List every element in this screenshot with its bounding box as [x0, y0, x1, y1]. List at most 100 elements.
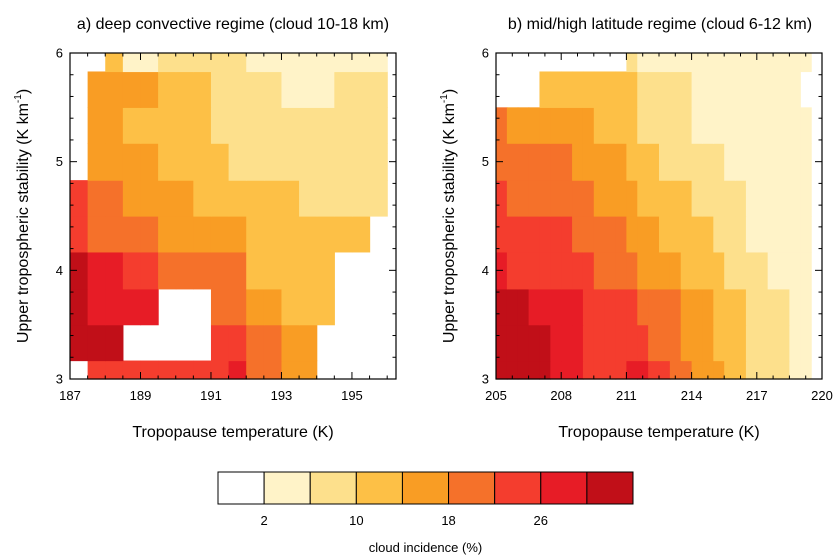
heatmap-cell [778, 107, 790, 144]
heatmap-cell [299, 53, 318, 73]
y-tick-label: 6 [56, 46, 63, 61]
heatmap-cell [572, 288, 584, 326]
heatmap-cell [228, 288, 247, 326]
heatmap-cell [778, 143, 790, 181]
heatmap-cell [756, 180, 769, 217]
heatmap-cell [122, 251, 142, 290]
heatmap-cell [615, 71, 627, 108]
heatmap-cell [713, 216, 725, 253]
panel-title-b: b) mid/high latitude regime (cloud 6-12 … [508, 16, 812, 33]
heatmap-cell [724, 180, 736, 217]
heatmap-cell [369, 107, 388, 144]
heatmap-cell [528, 288, 541, 326]
heatmap-cell [263, 251, 283, 290]
x-tick-label: 193 [271, 388, 293, 403]
heatmap-cell [637, 360, 649, 380]
heatmap-cell [659, 53, 671, 73]
heatmap-cell [561, 288, 573, 326]
heatmap-cell [593, 216, 606, 253]
heatmap-cell [316, 288, 335, 326]
heatmap-cell [210, 251, 230, 290]
heatmap-cell [528, 107, 541, 144]
heatmap-cell [496, 288, 508, 326]
heatmap-cell [756, 216, 769, 253]
heatmap-cell [648, 143, 660, 181]
heatmap-cell [122, 53, 142, 73]
heatmap-cell [756, 324, 769, 362]
heatmap-cell [351, 71, 371, 108]
heatmap-cell [702, 71, 714, 108]
heatmap-cell [691, 53, 704, 73]
heatmap-cell [778, 180, 790, 217]
heatmap-cell [669, 324, 682, 362]
heatmap-cell [351, 180, 371, 217]
heatmap-cell [724, 53, 736, 73]
heatmap-cell [713, 288, 725, 326]
heatmap-cell [572, 324, 584, 362]
heatmap-cell [87, 216, 106, 253]
heatmap-cell [745, 53, 758, 73]
heatmap-cell [637, 53, 649, 73]
heatmap-cell [87, 251, 106, 290]
heatmap-cell [550, 251, 562, 290]
heatmap-cell [593, 324, 606, 362]
y-axis-label-main: Upper tropospheric stability (K km [441, 103, 458, 343]
heatmap-cell [281, 216, 300, 253]
heatmap-cell [615, 180, 627, 217]
heatmap-cell [604, 143, 617, 181]
heatmap-cell [246, 107, 265, 144]
colorbar-swatch [355, 471, 403, 505]
y-tick-label: 3 [482, 372, 489, 387]
heatmap-cell [87, 107, 106, 144]
heatmap-cell [369, 143, 388, 181]
heatmap-cell [637, 180, 649, 217]
heatmap-cell [506, 180, 519, 217]
colorbar-swatch [401, 471, 450, 505]
heatmap-cell [756, 53, 769, 73]
heatmap-cell [550, 360, 562, 380]
heatmap-cell [316, 53, 335, 73]
heatmap-cell [756, 107, 769, 144]
heatmap-cell [281, 180, 300, 217]
heatmap-cell [713, 71, 725, 108]
heatmap-cell [70, 216, 89, 253]
heatmap-cell [691, 360, 704, 380]
heatmap-cells-b [496, 53, 812, 380]
heatmap-cell [572, 143, 584, 181]
heatmap-cell [735, 216, 747, 253]
heatmap-cell [767, 180, 780, 217]
heatmap-cell [299, 71, 318, 108]
heatmap-cell [140, 216, 159, 253]
colorbar-swatch [263, 471, 311, 505]
colorbar: 2 10 18 26 cloud incidence (%) [217, 471, 634, 555]
heatmap-cell [87, 288, 106, 326]
y-tick-label: 5 [482, 154, 489, 169]
heatmap-cell [593, 143, 606, 181]
heatmap-cell [281, 71, 300, 108]
heatmap-cell [669, 143, 682, 181]
heatmap-cell [691, 180, 704, 217]
y-axis-label-superscript: -1 [13, 94, 24, 103]
heatmap-cell [800, 324, 812, 362]
heatmap-cell [210, 180, 230, 217]
heatmap-cell [626, 216, 638, 253]
heatmap-cell [702, 107, 714, 144]
heatmap-cell [316, 71, 335, 108]
heatmap-cell [572, 71, 584, 108]
heatmap-cell [680, 53, 693, 73]
heatmap-cell [517, 143, 530, 181]
heatmap-cell [210, 216, 230, 253]
heatmap-cell [680, 107, 693, 144]
heatmap-cell [175, 180, 194, 217]
heatmap-cell [122, 216, 142, 253]
heatmap-cell [789, 107, 801, 144]
heatmap-cell [561, 71, 573, 108]
heatmap-cell [745, 324, 758, 362]
heatmap-cell [550, 143, 562, 181]
heatmap-cell [228, 180, 247, 217]
heatmap-cell [669, 53, 682, 73]
heatmap-cell [517, 360, 530, 380]
heatmap-cell [648, 216, 660, 253]
heatmap-cell [122, 288, 142, 326]
heatmap-cell [281, 143, 300, 181]
